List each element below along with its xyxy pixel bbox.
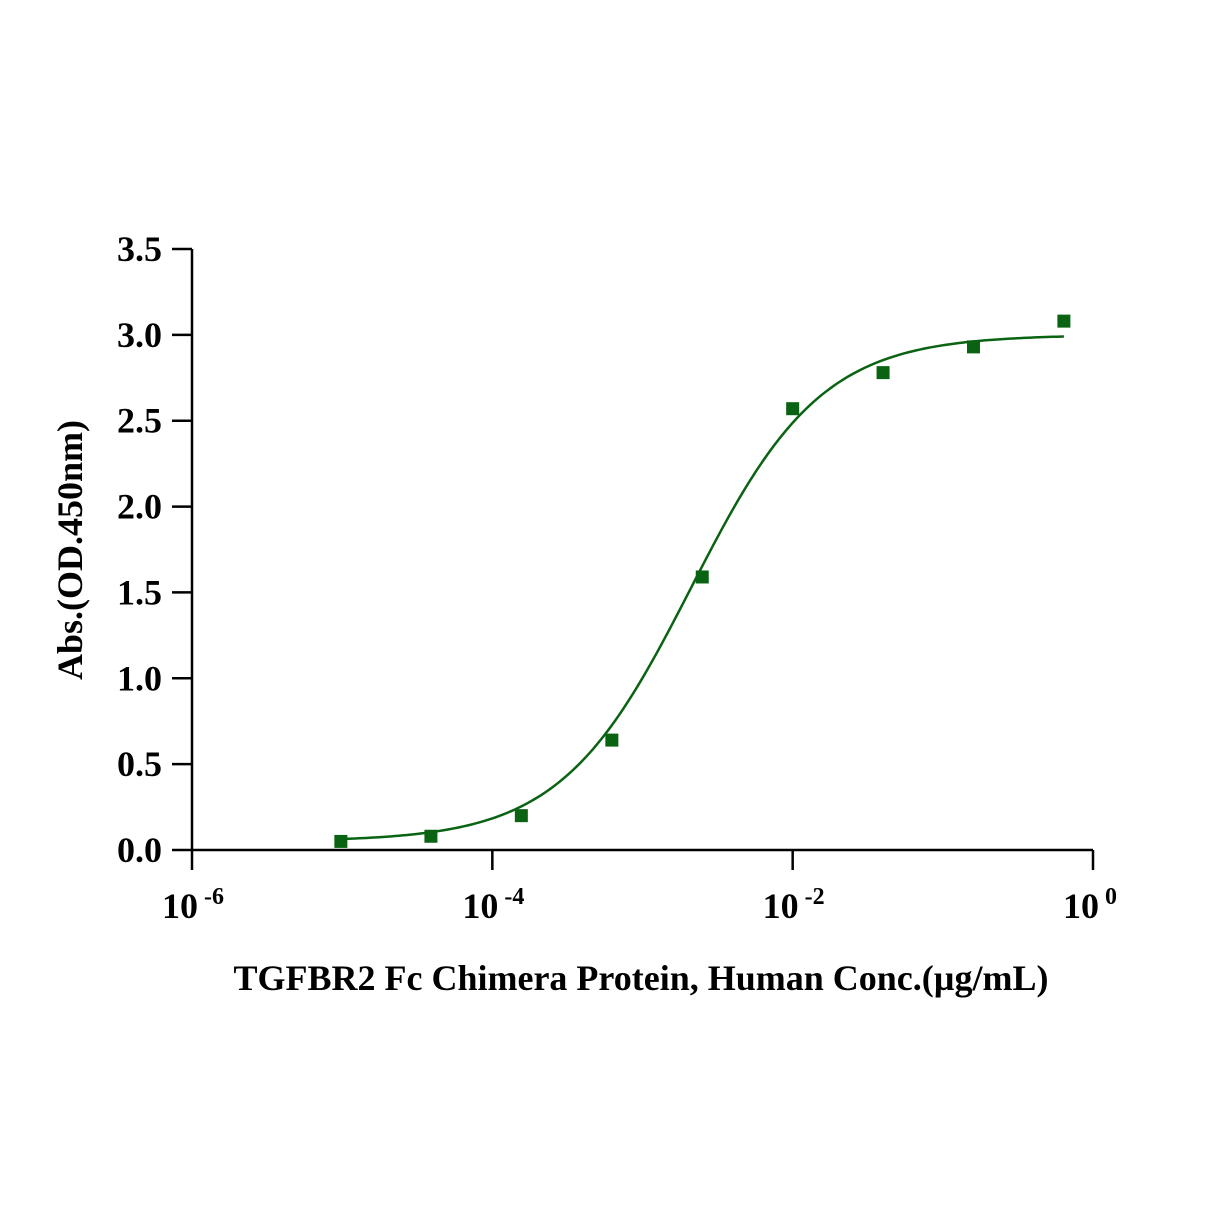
- y-tick-label: 1.5: [117, 572, 162, 612]
- data-point: [1057, 314, 1071, 328]
- x-tick-label: 10 -2: [763, 884, 825, 926]
- data-point: [514, 809, 528, 823]
- data-point: [876, 366, 890, 380]
- data-point: [424, 829, 438, 843]
- y-tick-label: 2.0: [117, 487, 162, 527]
- y-ticks: 0.0 0.5 1.0 1.5 2.0 2.5 3.0 3.5: [117, 229, 192, 870]
- x-tick-label: 10 0: [1063, 884, 1117, 926]
- y-tick-label: 1.0: [117, 658, 162, 698]
- y-axis-title: Abs.(OD.450nm): [50, 420, 90, 680]
- y-tick-label: 2.5: [117, 401, 162, 441]
- data-point: [695, 570, 709, 584]
- data-points: [334, 314, 1071, 848]
- y-tick-label: 3.5: [117, 229, 162, 269]
- axes: [190, 249, 1093, 852]
- x-tick-label: 10 -4: [462, 884, 524, 926]
- y-tick-label: 3.0: [117, 315, 162, 355]
- data-point: [786, 402, 800, 416]
- y-tick-label: 0.0: [117, 830, 162, 870]
- x-axis-title: TGFBR2 Fc Chimera Protein, Human Conc.(µ…: [233, 958, 1048, 998]
- data-point: [334, 834, 348, 848]
- x-ticks: 10 -6 10 -4 10 -2 10 0: [162, 850, 1117, 926]
- y-tick-label: 0.5: [117, 744, 162, 784]
- x-tick-label: 10 -6: [162, 884, 224, 926]
- data-point: [966, 340, 980, 354]
- data-point: [605, 733, 619, 747]
- fit-curve: [340, 335, 1064, 841]
